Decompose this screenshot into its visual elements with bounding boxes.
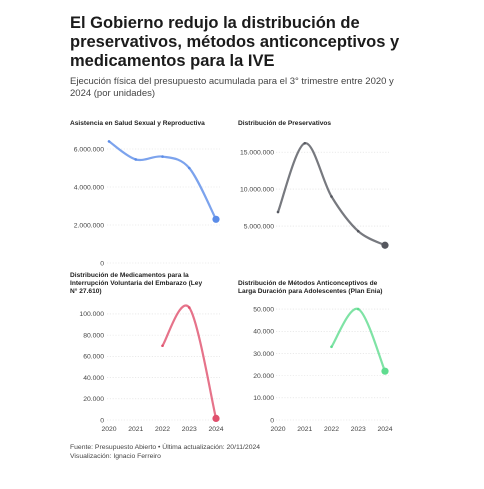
series-line — [276, 142, 387, 247]
y-tick-label: 40.000 — [253, 329, 274, 336]
series-line — [330, 307, 387, 373]
y-tick-label: 80.000 — [83, 332, 104, 339]
y-tick-label: 20.000 — [83, 396, 104, 403]
panel-title-enia: Distribución de Métodos Anticonceptivos … — [238, 280, 383, 295]
x-tick-label: 2022 — [324, 426, 339, 433]
series-point — [330, 345, 333, 349]
series-point — [330, 195, 333, 198]
footer: Fuente: Presupuesto Abierto • Última act… — [70, 443, 260, 461]
x-tick-label: 2021 — [297, 426, 312, 433]
series-end-point — [381, 367, 389, 375]
panel-title-ive: Distribución de Medicamentos para la Int… — [70, 272, 203, 295]
y-tick-label: 15.000.000 — [240, 149, 274, 156]
series-end-point — [212, 215, 220, 223]
series-point — [187, 166, 191, 170]
x-tick-label: 2022 — [155, 426, 170, 433]
series-end-point — [212, 414, 220, 423]
series-line — [161, 304, 218, 420]
y-tick-label: 4.000.000 — [74, 184, 104, 191]
y-tick-label: 10.000.000 — [240, 186, 274, 193]
x-tick-label: 2020 — [101, 426, 116, 433]
y-tick-label: 2.000.000 — [74, 222, 104, 229]
series-point — [276, 210, 280, 214]
credit-note: Visualización: Ignacio Ferreiro — [70, 453, 161, 460]
y-tick-label: 20.000 — [253, 373, 274, 380]
y-tick-label: 50.000 — [253, 306, 274, 313]
series-end-point — [381, 241, 389, 249]
x-tick-label: 2023 — [351, 426, 366, 433]
y-tick-label: 100.000 — [79, 311, 104, 318]
y-tick-label: 5.000.000 — [244, 223, 274, 230]
y-tick-label: 6.000.000 — [74, 146, 104, 153]
x-tick-label: 2021 — [128, 426, 143, 433]
series-line — [107, 140, 218, 221]
series-point — [187, 306, 191, 309]
x-tick-label: 2020 — [270, 426, 285, 433]
y-tick-label: 40.000 — [83, 375, 104, 382]
x-tick-label: 2024 — [208, 426, 223, 433]
page-subtitle: Ejecución física del presupuesto acumula… — [70, 76, 394, 99]
series-point — [134, 158, 138, 161]
series-point — [356, 307, 360, 311]
series-point — [356, 229, 360, 233]
panel-title-asistencia: Asistencia en Salud Sexual y Reproductiv… — [70, 120, 205, 127]
x-tick-label: 2023 — [182, 426, 197, 433]
y-tick-label: 30.000 — [253, 351, 274, 358]
y-tick-label: 0 — [100, 417, 104, 424]
series-point — [161, 155, 164, 158]
page-title: El Gobierno redujo la distribución de pr… — [70, 14, 400, 70]
source-note: Fuente: Presupuesto Abierto • Última act… — [70, 444, 261, 451]
series-point — [107, 140, 111, 143]
x-tick-label: 2024 — [377, 426, 392, 433]
y-tick-label: 0 — [270, 417, 274, 424]
series-point — [161, 344, 164, 348]
y-tick-label: 10.000 — [253, 395, 274, 402]
panel-title-preservativos: Distribución de Preservativos — [238, 120, 332, 127]
series-point — [303, 142, 307, 145]
y-tick-label: 60.000 — [83, 354, 104, 361]
y-tick-label: 0 — [100, 260, 104, 267]
